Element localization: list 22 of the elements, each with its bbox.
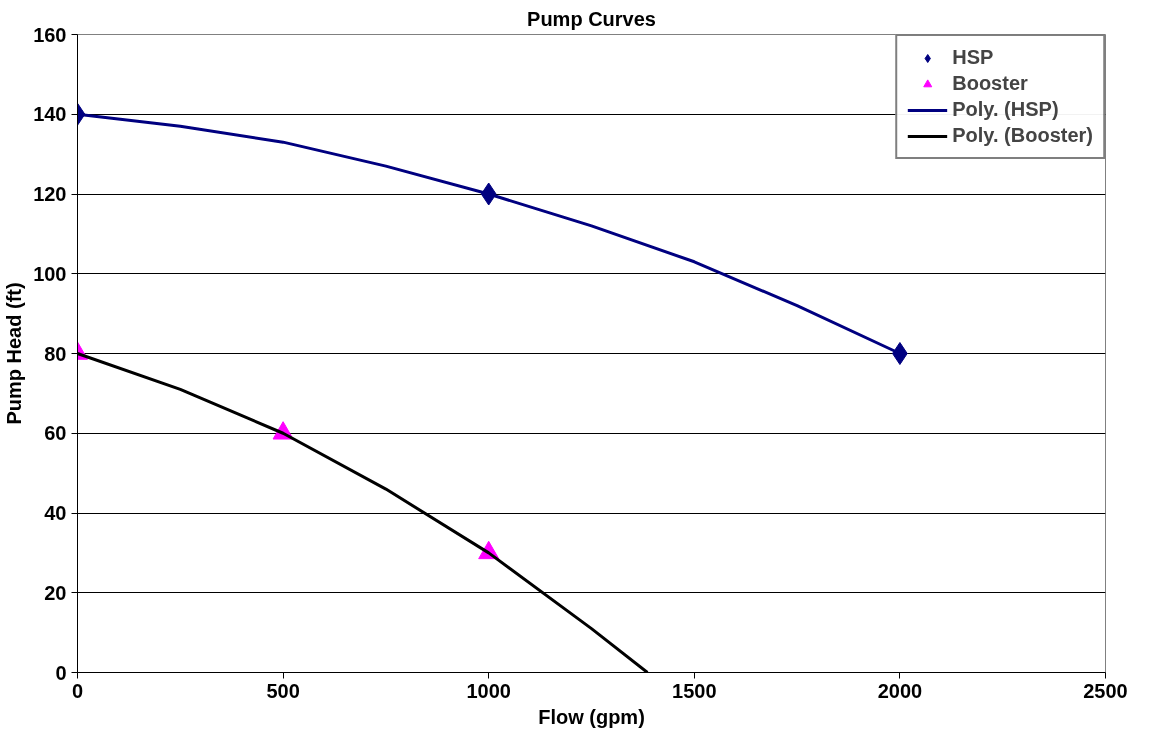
y-tick-label: 20: [44, 581, 67, 604]
y-tick-label: 160: [33, 23, 67, 46]
legend-label: Poly. (Booster): [952, 124, 1093, 147]
legend-label: HSP: [952, 46, 994, 69]
x-tick-label: 0: [71, 679, 84, 702]
y-tick-label: 100: [33, 262, 67, 285]
y-tick-label: 80: [44, 342, 67, 365]
y-tick-label: 120: [33, 183, 67, 205]
y-tick-label: 60: [44, 422, 67, 445]
y-tick-label: 40: [44, 502, 67, 524]
legend-label: Booster: [952, 72, 1028, 95]
x-axis-title: Flow (gpm): [538, 705, 645, 728]
y-axis-title: Pump Head (ft): [3, 282, 26, 425]
x-tick-label: 1000: [466, 679, 511, 702]
y-tick-label: 0: [55, 661, 67, 684]
legend-label: Poly. (HSP): [952, 98, 1059, 121]
x-tick-label: 2000: [877, 679, 923, 702]
x-tick-label: 2500: [1083, 679, 1128, 702]
x-tick-label: 500: [266, 679, 300, 702]
y-tick-label: 140: [33, 103, 67, 126]
chart-title: Pump Curves: [527, 7, 656, 30]
x-tick-label: 1500: [672, 679, 717, 702]
